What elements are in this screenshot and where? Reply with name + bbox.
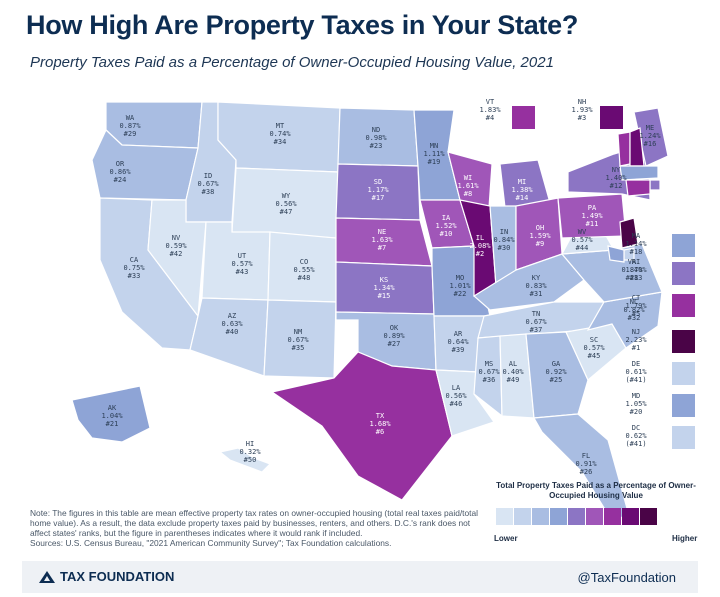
state-label-al: AL 0.40% #49 — [502, 360, 524, 384]
state-label-ms: MS 0.67% #36 — [478, 360, 500, 384]
state-label-wy: WY 0.56% #47 — [275, 192, 297, 216]
state-label-or: OR 0.86% #24 — [109, 160, 131, 184]
state-label-sc: SC 0.57% #45 — [583, 336, 605, 360]
legend-swatch-8 — [622, 508, 639, 525]
callout-swatch-ri — [672, 262, 695, 285]
state-label-nm: NM 0.67% #35 — [287, 328, 309, 352]
state-label-me: ME 1.24% #16 — [639, 124, 661, 148]
state-label-ks: KS 1.34% #15 — [373, 276, 395, 300]
state-label-wi: WI 1.61% #8 — [457, 174, 479, 198]
callout-label-nh: NH 1.93% #3 — [571, 98, 593, 122]
state-label-in: IN 0.84% #30 — [493, 228, 515, 252]
state-label-ga: GA 0.92% #25 — [545, 360, 567, 384]
state-label-ar: AR 0.64% #39 — [447, 330, 469, 354]
legend-low-label: Lower — [494, 534, 518, 543]
state-label-az: AZ 0.63% #40 — [221, 312, 243, 336]
state-label-ne: NE 1.63% #7 — [371, 228, 393, 252]
sources-text: Sources: U.S. Census Bureau, "2021 Ameri… — [30, 538, 392, 548]
callout-swatch-nj — [672, 330, 695, 353]
state-label-fl: FL 0.91% #26 — [575, 452, 597, 476]
callout-label-ma: MA 1.14% #18 — [625, 232, 647, 256]
us-map: WA 0.87% #29 OR 0.86% #24 CA 0.75% #33 ID 0… — [22, 80, 698, 548]
legend-swatch-9 — [640, 508, 657, 525]
callout-label-vt: VT 1.83% #4 — [479, 98, 501, 122]
state-ct — [625, 179, 651, 197]
state-label-ak: AK 1.04% #21 — [101, 404, 123, 428]
map-title: How High Are Property Taxes in Your Stat… — [26, 10, 579, 40]
state-ga — [525, 331, 589, 419]
state-label-mo: MO 1.01% #22 — [449, 274, 471, 298]
legend-swatch-3 — [532, 508, 549, 525]
callout-label-ct: CT 1.79% #5 — [625, 294, 647, 318]
state-ma — [619, 165, 659, 181]
footer-bar: TAX FOUNDATION @TaxFoundation — [22, 561, 698, 593]
tax-foundation-name: TAX FOUNDATION — [60, 569, 175, 584]
state-nj — [619, 217, 639, 249]
state-label-id: ID 0.67% #38 — [197, 172, 219, 196]
state-label-mi: MI 1.38% #14 — [511, 178, 533, 202]
callout-label-nj: NJ 2.23% #1 — [625, 328, 647, 352]
state-label-il: IL 2.08% #2 — [469, 234, 491, 258]
state-la — [435, 369, 495, 437]
callout-swatch-nh — [600, 106, 623, 129]
footnote: Note: The figures in this table are mean… — [30, 508, 480, 548]
state-label-nd: ND 0.98% #23 — [365, 126, 387, 150]
state-md — [607, 245, 625, 263]
state-label-va: VA 0.87% #28 — [621, 258, 643, 282]
state-label-nc: NC 0.82% #32 — [623, 298, 645, 322]
note-text: Note: The figures in this table are mean… — [30, 508, 479, 538]
legend-swatch-4 — [550, 508, 567, 525]
callout-swatch-md — [672, 394, 695, 417]
state-label-ca: CA 0.75% #33 — [123, 256, 145, 280]
us-map-svg — [71, 101, 669, 525]
state-vt — [617, 131, 631, 167]
state-label-ky: KY 0.83% #31 — [525, 274, 547, 298]
state-label-la: LA 0.56% #46 — [445, 384, 467, 408]
state-label-nv: NV 0.59% #42 — [165, 234, 187, 258]
state-label-ia: IA 1.52% #10 — [435, 214, 457, 238]
state-ri — [649, 179, 661, 191]
state-label-tx: TX 1.68% #6 — [369, 412, 391, 436]
callout-label-de: DE 0.61% (#41) — [625, 360, 647, 384]
state-fl — [533, 413, 629, 525]
callout-swatch-vt — [512, 106, 535, 129]
callout-swatch-ct — [672, 294, 695, 317]
state-label-hi: HI 0.32% #50 — [239, 440, 261, 464]
legend-swatch-2 — [514, 508, 531, 525]
state-tx — [270, 351, 453, 501]
callout-swatch-de — [672, 362, 695, 385]
legend-scale — [496, 508, 657, 525]
state-label-co: CO 0.55% #48 — [293, 258, 315, 282]
state-label-pa: PA 1.49% #11 — [581, 204, 603, 228]
state-label-wv: WV 0.57% #44 — [571, 228, 593, 252]
twitter-handle[interactable]: @TaxFoundation — [577, 570, 676, 585]
state-label-ut: UT 0.57% #43 — [231, 252, 253, 276]
legend-swatch-7 — [604, 508, 621, 525]
callout-label-dc: DC 0.62% (#41) — [625, 424, 647, 448]
legend-high-label: Higher — [672, 534, 698, 543]
state-label-ny: NY 1.40% #12 — [605, 166, 627, 190]
legend-swatch-6 — [586, 508, 603, 525]
legend-swatch-1 — [496, 508, 513, 525]
state-az — [189, 297, 269, 377]
tax-foundation-logo: TAX FOUNDATION — [38, 569, 174, 584]
state-label-mt: MT 0.74% #34 — [269, 122, 291, 146]
state-label-oh: OH 1.59% #9 — [529, 224, 551, 248]
state-label-ok: OK 0.89% #27 — [383, 324, 405, 348]
state-label-tn: TN 0.67% #37 — [525, 310, 547, 334]
state-hi — [218, 447, 272, 473]
state-label-mn: MN 1.11% #19 — [423, 142, 445, 166]
callout-swatch-dc — [672, 426, 695, 449]
state-label-sd: SD 1.17% #17 — [367, 178, 389, 202]
callout-label-ri: RI 1.40% #13 — [625, 258, 647, 282]
tax-foundation-logo-icon — [39, 570, 55, 583]
map-subtitle: Property Taxes Paid as a Percentage of O… — [30, 54, 554, 71]
legend-swatch-5 — [568, 508, 585, 525]
state-ak — [71, 385, 151, 443]
callout-label-md: MD 1.05% #20 — [625, 392, 647, 416]
callout-swatch-ma — [672, 234, 695, 257]
state-label-wa: WA 0.87% #29 — [119, 114, 141, 138]
legend-title: Total Property Taxes Paid as a Percentag… — [496, 481, 696, 500]
